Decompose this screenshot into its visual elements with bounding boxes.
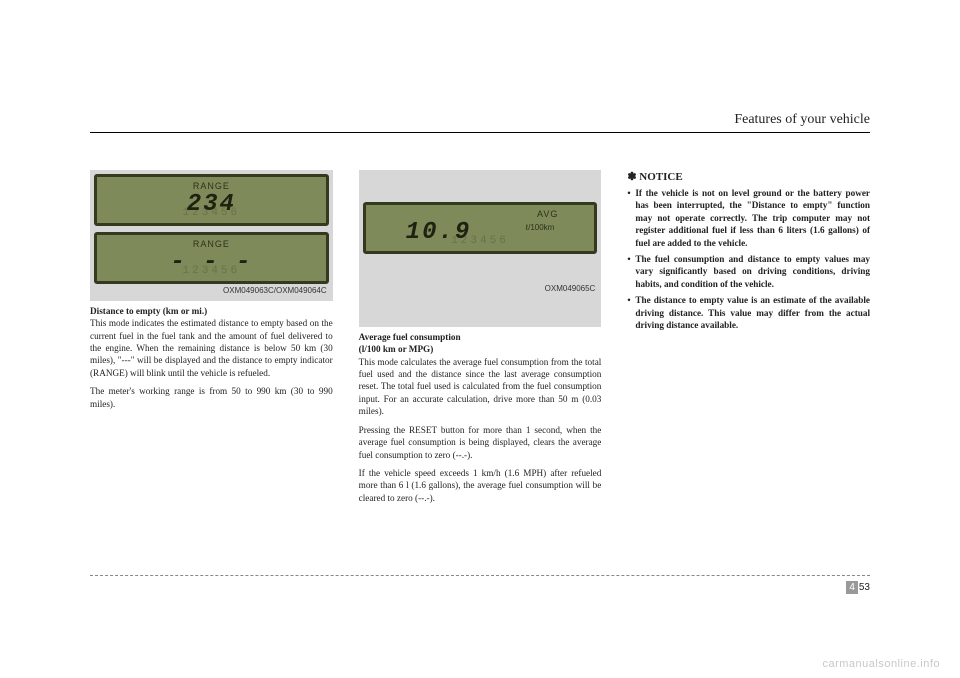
paragraph: Average fuel consumption (l/100 km or MP… — [359, 331, 602, 418]
figure-caption: OXM049065C — [363, 282, 598, 295]
para-subtitle: (l/100 km or MPG) — [359, 344, 434, 354]
figure-caption: OXM049063C/OXM049064C — [94, 284, 329, 297]
para-title: Average fuel consumption — [359, 332, 461, 342]
notice-list: If the vehicle is not on level ground or… — [627, 187, 870, 332]
page-number-value: 53 — [859, 582, 870, 593]
figure-avg: AVG 10.9 ℓ/100km 123456 OXM049065C — [359, 170, 602, 327]
lcd-unit: ℓ/100km — [526, 223, 555, 234]
notice-item: The fuel consumption and distance to emp… — [627, 253, 870, 290]
header-rule — [90, 132, 870, 133]
paragraph: Distance to empty (km or mi.) This mode … — [90, 305, 333, 380]
figure-range: RANGE 234 123456 RANGE - - - 123456 OXM0… — [90, 170, 333, 301]
page-section-number: 4 — [846, 581, 858, 594]
para-body: This mode indicates the estimated distan… — [90, 318, 333, 378]
lcd-ghost: 123456 — [366, 234, 595, 249]
notice-title: ✽ NOTICE — [627, 170, 870, 185]
column-2: AVG 10.9 ℓ/100km 123456 OXM049065C Avera… — [359, 170, 602, 510]
content-columns: RANGE 234 123456 RANGE - - - 123456 OXM0… — [90, 170, 870, 510]
notice-item: The distance to empty value is an estima… — [627, 294, 870, 331]
page-number: 453 — [846, 582, 870, 593]
lcd-ghost: 123456 — [97, 264, 326, 279]
para-body: This mode calculates the average fuel co… — [359, 357, 602, 417]
manual-page: Features of your vehicle RANGE 234 12345… — [0, 0, 960, 678]
section-title: Features of your vehicle — [734, 112, 870, 128]
lcd-avg: AVG 10.9 ℓ/100km 123456 — [363, 202, 598, 254]
para-title: Distance to empty (km or mi.) — [90, 306, 207, 316]
lcd-range-value: RANGE 234 123456 — [94, 174, 329, 226]
lcd-ghost: 123456 — [97, 206, 326, 221]
paragraph: If the vehicle speed exceeds 1 km/h (1.6… — [359, 467, 602, 504]
column-1: RANGE 234 123456 RANGE - - - 123456 OXM0… — [90, 170, 333, 510]
notice-item: If the vehicle is not on level ground or… — [627, 187, 870, 249]
paragraph: The meter's working range is from 50 to … — [90, 385, 333, 410]
paragraph: Pressing the RESET button for more than … — [359, 424, 602, 461]
watermark: carmanualsonline.info — [822, 658, 940, 670]
lcd-range-empty: RANGE - - - 123456 — [94, 232, 329, 284]
column-3: ✽ NOTICE If the vehicle is not on level … — [627, 170, 870, 510]
page-footer: 453 — [90, 575, 870, 580]
